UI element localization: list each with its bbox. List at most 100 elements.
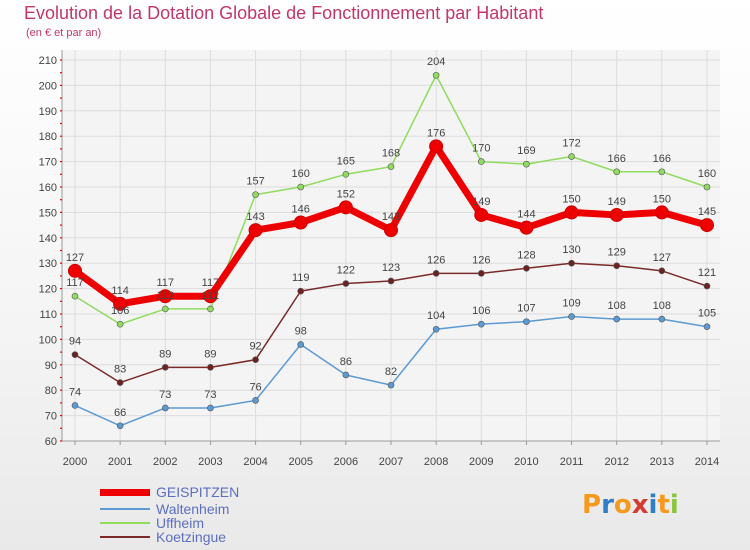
data-point-uffheim — [387, 163, 395, 170]
data-label-uffheim: 166 — [608, 153, 626, 165]
data-label-koetzingue: 126 — [427, 254, 445, 266]
x-tick-label: 2001 — [108, 456, 132, 468]
data-point-waltenheim — [342, 371, 350, 379]
data-point-geispitzen — [338, 200, 353, 215]
x-tick-label: 2014 — [695, 456, 719, 468]
data-point-koetzingue — [432, 270, 440, 277]
data-label-geispitzen: 150 — [562, 193, 580, 205]
data-label-uffheim: 112 — [157, 290, 175, 302]
data-label-koetzingue: 89 — [204, 348, 216, 360]
y-tick-label: 110 — [39, 309, 57, 321]
data-point-waltenheim — [252, 397, 259, 404]
data-label-geispitzen: 143 — [382, 211, 400, 223]
data-point-waltenheim — [161, 404, 169, 412]
data-label-koetzingue: 83 — [114, 364, 126, 376]
data-point-geispitzen — [203, 289, 218, 304]
y-tick-label: 120 — [39, 284, 57, 296]
y-tick-label: 210 — [39, 55, 57, 67]
data-label-waltenheim: 86 — [340, 356, 352, 368]
legend-swatch-koetzingue — [100, 536, 150, 538]
data-label-geispitzen: 117 — [157, 277, 175, 289]
data-label-geispitzen: 143 — [246, 211, 264, 223]
data-point-waltenheim — [387, 381, 395, 389]
data-label-waltenheim: 73 — [204, 389, 216, 401]
data-label-geispitzen: 117 — [202, 277, 220, 289]
data-point-waltenheim — [116, 422, 124, 430]
x-tick-label: 2009 — [469, 456, 493, 468]
data-label-waltenheim: 106 — [472, 305, 490, 317]
data-point-koetzingue — [252, 356, 259, 364]
chart-title: Evolution de la Dotation Globale de Fonc… — [24, 3, 544, 23]
data-point-waltenheim — [432, 325, 440, 333]
y-tick-label: 180 — [39, 131, 57, 143]
data-point-uffheim — [523, 160, 530, 168]
data-point-koetzingue — [613, 262, 621, 270]
y-tick-label: 70 — [45, 411, 57, 423]
x-tick-label: 2008 — [424, 456, 448, 468]
x-tick-label: 2011 — [560, 456, 584, 468]
data-point-koetzingue — [568, 259, 575, 267]
x-tick-label: 2006 — [334, 456, 358, 468]
data-label-geispitzen: 149 — [608, 196, 626, 208]
data-label-geispitzen: 152 — [337, 188, 355, 200]
data-label-waltenheim: 73 — [159, 389, 171, 401]
x-tick-label: 2012 — [604, 456, 628, 468]
data-label-waltenheim: 76 — [249, 381, 261, 393]
data-point-waltenheim — [71, 402, 79, 409]
data-label-geispitzen: 127 — [66, 252, 84, 264]
data-label-koetzingue: 128 — [517, 249, 535, 261]
data-point-uffheim — [477, 158, 485, 165]
legend-label-geispitzen: GEISPITZEN — [156, 484, 240, 500]
data-label-koetzingue: 94 — [69, 336, 81, 348]
data-point-koetzingue — [523, 264, 530, 272]
data-point-geispitzen — [384, 223, 398, 238]
data-label-geispitzen: 114 — [111, 285, 129, 297]
y-tick-label: 90 — [45, 360, 57, 372]
logo-letter: t — [657, 490, 670, 520]
data-point-koetzingue — [207, 364, 214, 371]
data-label-geispitzen: 145 — [698, 206, 716, 218]
data-label-waltenheim: 108 — [653, 300, 671, 312]
logo-letter: i — [648, 490, 658, 520]
data-point-koetzingue — [342, 280, 350, 287]
data-point-geispitzen — [293, 215, 308, 230]
data-label-waltenheim: 107 — [517, 303, 535, 315]
data-label-uffheim: 166 — [653, 153, 671, 165]
data-point-geispitzen — [113, 296, 128, 311]
data-label-waltenheim: 104 — [427, 310, 445, 322]
data-label-koetzingue: 89 — [159, 348, 171, 360]
data-label-geispitzen: 146 — [292, 204, 310, 216]
data-point-uffheim — [71, 292, 79, 300]
data-point-waltenheim — [658, 315, 666, 323]
data-label-uffheim: 204 — [427, 56, 445, 68]
data-label-uffheim: 117 — [66, 277, 84, 289]
y-tick-label: 130 — [39, 258, 57, 270]
data-label-uffheim: 172 — [562, 138, 580, 150]
data-point-koetzingue — [161, 364, 169, 371]
x-tick-label: 2002 — [153, 456, 177, 468]
data-point-uffheim — [161, 305, 169, 313]
data-point-geispitzen — [68, 263, 82, 278]
data-point-waltenheim — [207, 404, 214, 412]
logo-letter: P — [582, 490, 602, 520]
x-tick-label: 2003 — [198, 456, 222, 468]
data-label-koetzingue: 92 — [249, 341, 261, 353]
data-label-koetzingue: 126 — [472, 254, 490, 266]
logo-letter: r — [601, 490, 614, 520]
data-label-koetzingue: 121 — [698, 267, 716, 279]
x-tick-label: 2007 — [379, 456, 403, 468]
y-tick-label: 170 — [39, 157, 57, 169]
data-point-koetzingue — [387, 277, 395, 285]
data-label-waltenheim: 105 — [698, 308, 716, 320]
data-label-uffheim: 160 — [698, 168, 716, 180]
data-point-uffheim — [703, 183, 711, 191]
data-point-uffheim — [658, 168, 666, 176]
data-point-uffheim — [613, 168, 621, 176]
legend-label-uffheim: Uffheim — [156, 515, 204, 531]
data-point-geispitzen — [158, 289, 173, 304]
legend-item-koetzingue: Koetzingue — [100, 529, 320, 545]
data-label-uffheim: 165 — [337, 155, 355, 167]
data-point-waltenheim — [523, 318, 530, 325]
data-label-waltenheim: 82 — [385, 366, 397, 378]
